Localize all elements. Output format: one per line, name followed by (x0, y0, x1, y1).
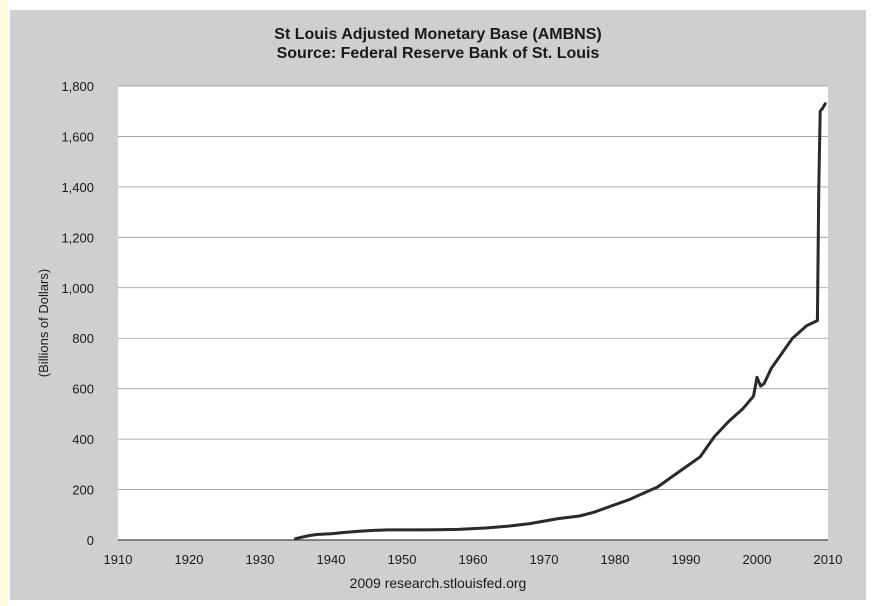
y-tick-label: 0 (87, 533, 94, 548)
x-tick-labels: 1910 1920 1930 1940 1950 1960 1970 1980 1990 2000… (104, 552, 843, 567)
y-tick-label: 1,200 (61, 230, 94, 245)
x-tick-label: 1910 (104, 552, 133, 567)
x-tick-label: 1980 (601, 552, 630, 567)
y-axis-title: (Billions of Dollars) (36, 269, 51, 377)
grid-lines (118, 85, 828, 541)
left-border-stripe (0, 0, 8, 606)
series-line (294, 102, 827, 541)
x-tick-label: 1930 (246, 552, 275, 567)
y-tick-label: 1,800 (61, 79, 94, 94)
y-tick-label: 1,000 (61, 281, 94, 296)
x-tick-label: 1940 (317, 552, 346, 567)
x-tick-label: 1970 (530, 552, 559, 567)
y-tick-label: 600 (72, 382, 94, 397)
x-tick-label: 1990 (672, 552, 701, 567)
y-tick-label: 200 (72, 483, 94, 498)
chart-subtitle: Source: Federal Reserve Bank of St. Loui… (276, 45, 600, 62)
y-tick-label: 1,600 (61, 129, 94, 144)
x-tick-label: 1960 (459, 552, 488, 567)
source-note: 2009 research.stlouisfed.org (349, 575, 527, 591)
y-tick-label: 400 (72, 432, 94, 447)
y-tick-label: 1,400 (61, 180, 94, 195)
x-tick-label: 1950 (388, 552, 417, 567)
plot-area (118, 86, 828, 540)
chart-title: St Louis Adjusted Monetary Base (AMBNS) (274, 26, 602, 43)
x-tick-label: 2010 (814, 552, 843, 567)
x-tick-label: 2000 (743, 552, 772, 567)
x-tick-label: 1920 (175, 552, 204, 567)
y-tick-labels: 0 200 400 600 800 1,000 1,200 1,400 1,600 1,800 (61, 79, 94, 548)
y-tick-label: 800 (72, 331, 94, 346)
